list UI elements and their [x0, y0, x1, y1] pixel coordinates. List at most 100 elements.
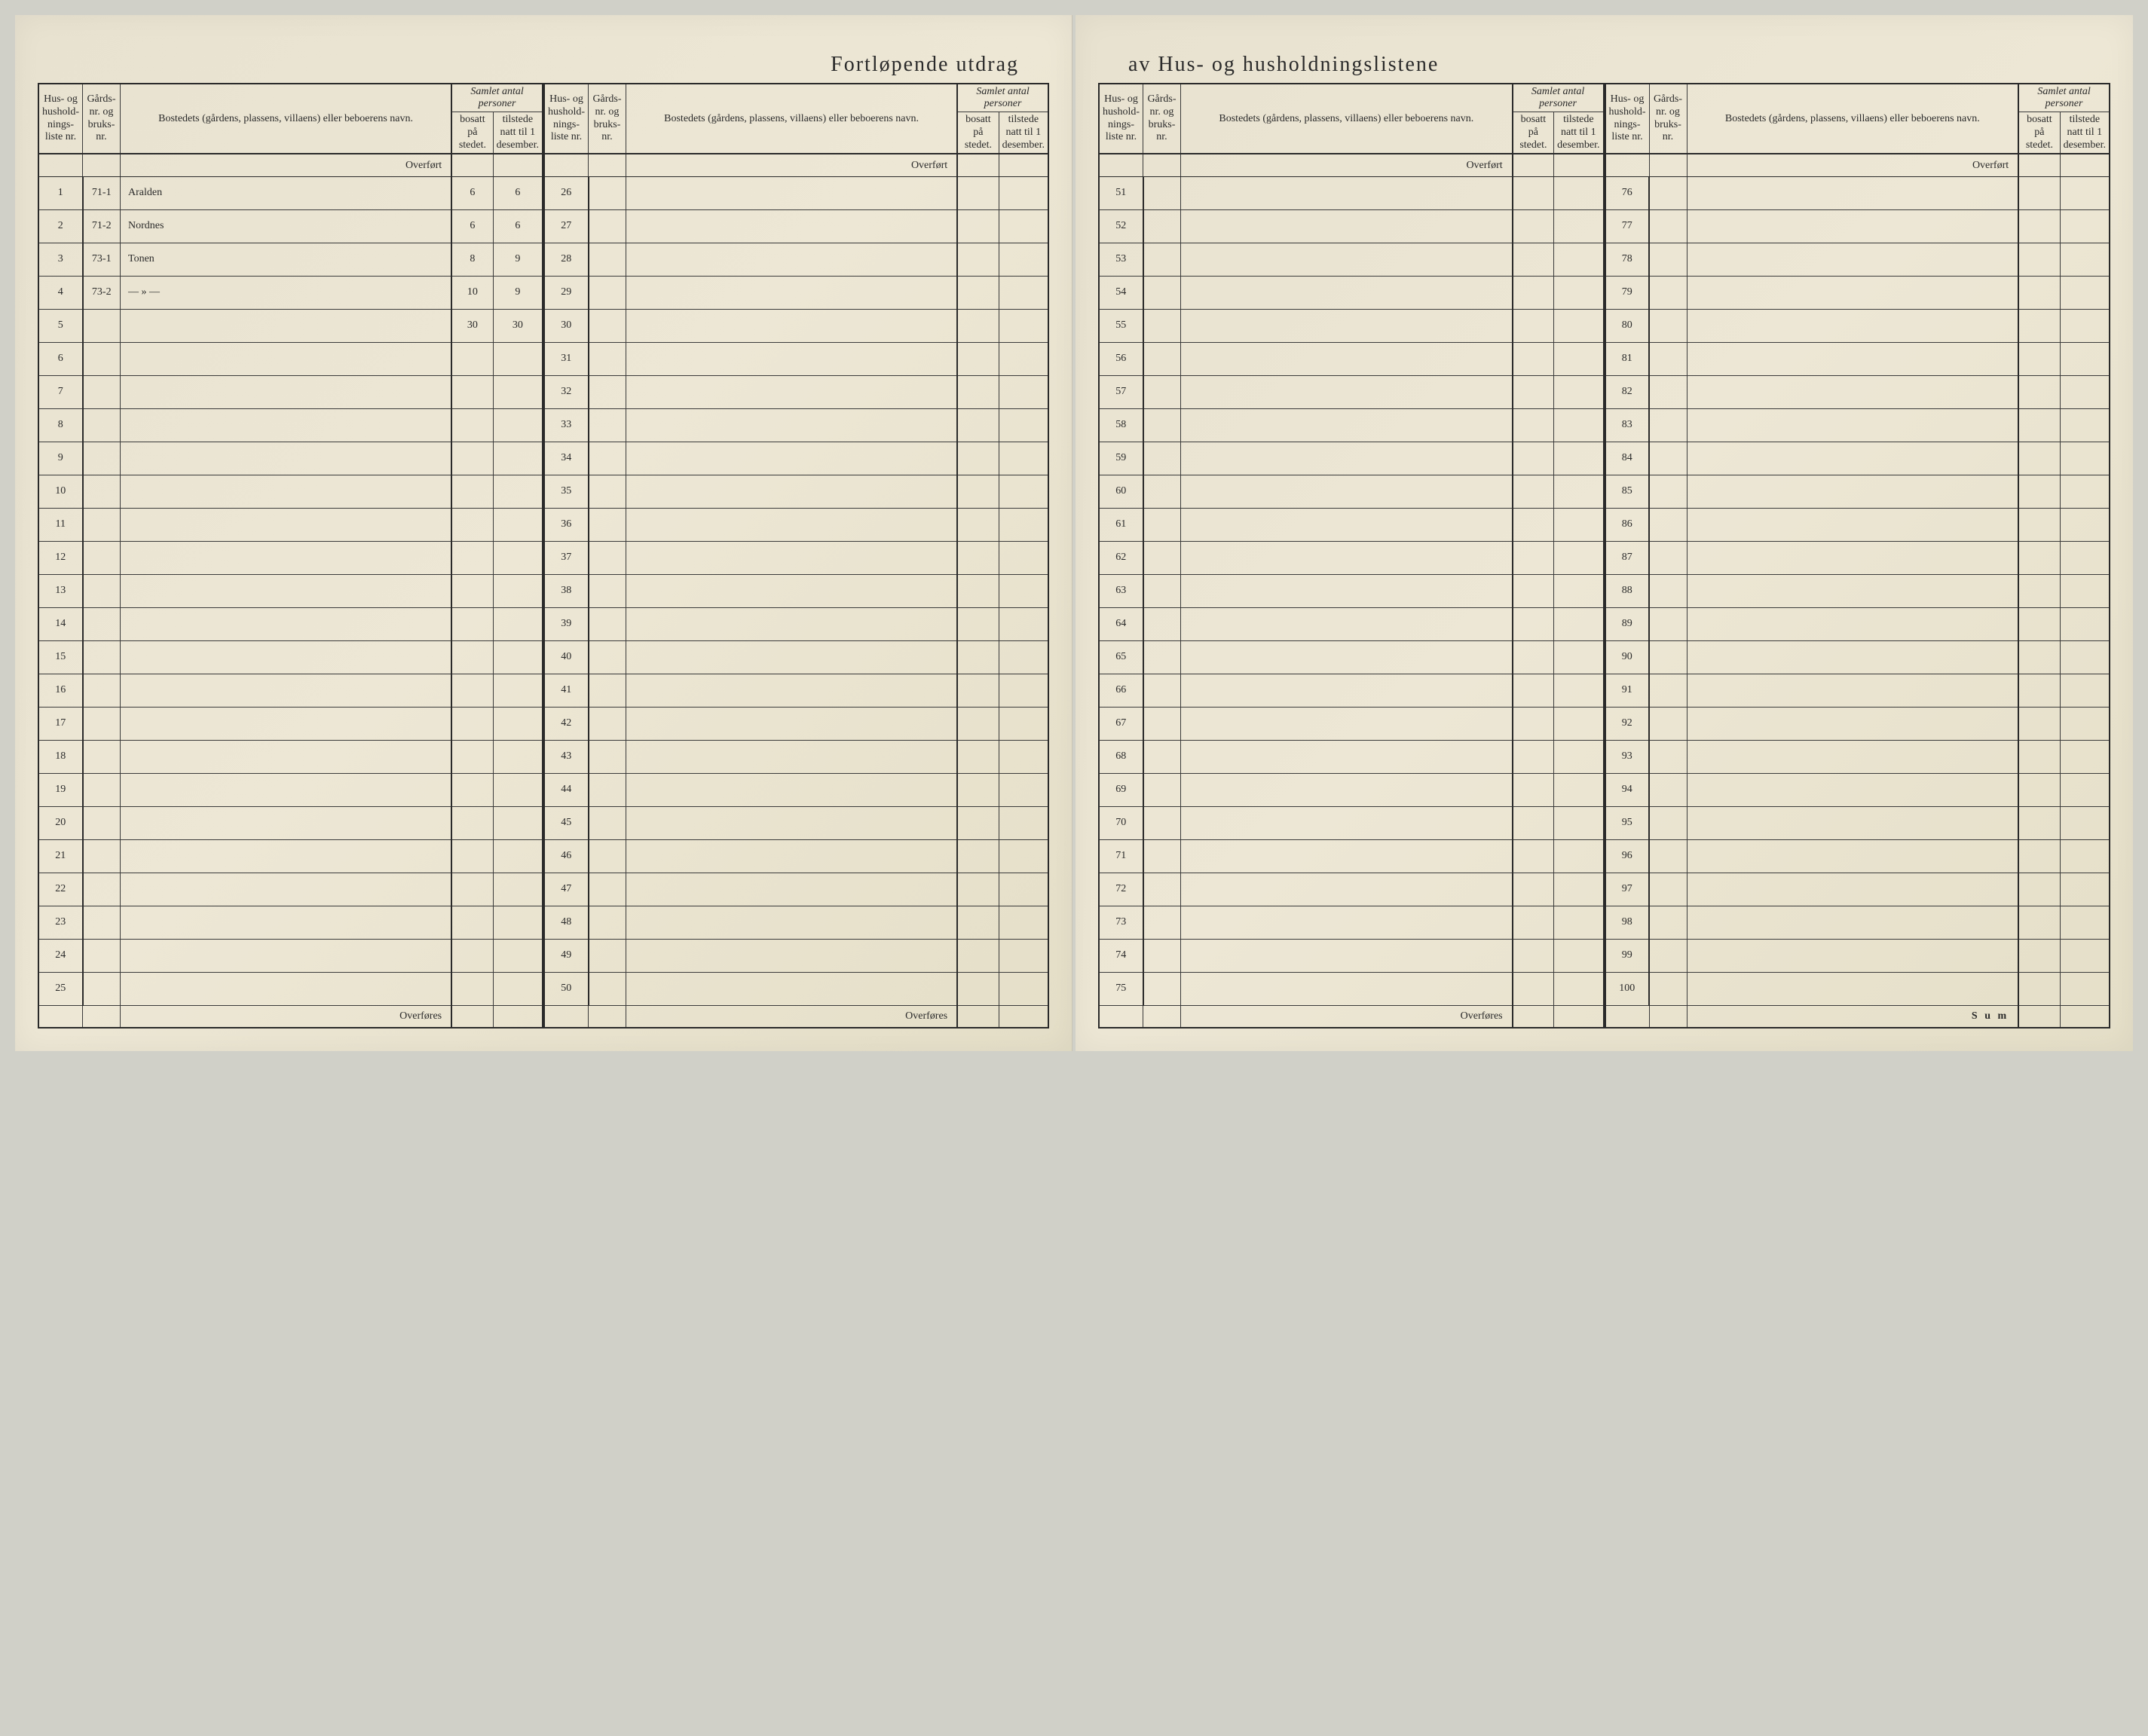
row-number: 90 [1605, 640, 1650, 674]
overfort-label: Overført [1687, 154, 2018, 176]
row-number: 46 [544, 839, 589, 873]
bosatt-cell [2018, 873, 2060, 906]
bosatt-cell [957, 806, 999, 839]
tilstede-cell [999, 773, 1048, 806]
bosatt-cell [2018, 707, 2060, 740]
name-cell [1687, 640, 2018, 674]
hdr-gards: Gårds-nr. og bruks-nr. [589, 84, 626, 154]
row-number: 15 [38, 640, 83, 674]
row-number: 95 [1605, 806, 1650, 839]
name-cell [121, 508, 452, 541]
tilstede-cell [493, 873, 543, 906]
row-number: 83 [1605, 408, 1650, 442]
overfores-label: Overføres [121, 1005, 452, 1028]
gards-cell [1143, 839, 1181, 873]
row-number: 79 [1605, 276, 1650, 309]
row-number: 50 [544, 972, 589, 1005]
tilstede-cell [493, 773, 543, 806]
tilstede-cell [2060, 740, 2110, 773]
row-number: 16 [38, 674, 83, 707]
tilstede-cell [1554, 243, 1604, 276]
left-columns: Hus- og hushold-nings-liste nr. Gårds-nr… [38, 83, 1049, 1028]
bosatt-cell [2018, 475, 2060, 508]
name-cell [1181, 607, 1513, 640]
gards-cell [1143, 442, 1181, 475]
table-row: 37 [544, 541, 1048, 574]
gards-cell [1649, 939, 1687, 972]
bosatt-cell [2018, 375, 2060, 408]
row-number: 69 [1099, 773, 1143, 806]
row-number: 89 [1605, 607, 1650, 640]
table-row: 82 [1605, 375, 2110, 408]
tilstede-cell [493, 806, 543, 839]
row-number: 39 [544, 607, 589, 640]
table-row: 51 [1099, 176, 1604, 209]
overfort-label: Overført [1181, 154, 1513, 176]
table-row: 89 [1605, 607, 2110, 640]
table-row: 94 [1605, 773, 2110, 806]
gards-cell [589, 475, 626, 508]
row-number: 96 [1605, 839, 1650, 873]
table-row: 92 [1605, 707, 2110, 740]
sum-row: S u m [1605, 1005, 2110, 1028]
ledger-table: Hus- og hushold-nings-liste nr. Gårds-nr… [1605, 83, 2111, 1028]
gards-cell [83, 707, 121, 740]
table-row: 42 [544, 707, 1048, 740]
right-columns: Hus- og hushold-nings-liste nr. Gårds-nr… [1098, 83, 2110, 1028]
tilstede-cell [2060, 574, 2110, 607]
bosatt-cell [451, 707, 493, 740]
table-row: 52 [1099, 209, 1604, 243]
name-cell [1687, 309, 2018, 342]
hdr-bosted: Bostedets (gårdens, plassens, villaens) … [1687, 84, 2018, 154]
name-cell [1687, 342, 2018, 375]
gards-cell [1143, 906, 1181, 939]
bosatt-cell [1513, 773, 1554, 806]
tilstede-cell [1554, 408, 1604, 442]
row-number: 68 [1099, 740, 1143, 773]
row-number: 14 [38, 607, 83, 640]
tilstede-cell [2060, 607, 2110, 640]
table-row: 53 [1099, 243, 1604, 276]
bosatt-cell [1513, 873, 1554, 906]
bosatt-cell [451, 607, 493, 640]
table-row: 41 [544, 674, 1048, 707]
name-cell [626, 839, 958, 873]
table-row: 86 [1605, 508, 2110, 541]
table-row: 96 [1605, 839, 2110, 873]
gards-cell [1649, 176, 1687, 209]
gards-cell [1143, 475, 1181, 508]
table-row: 66 [1099, 674, 1604, 707]
table-row: 24 [38, 939, 543, 972]
bosatt-cell [957, 674, 999, 707]
name-cell [121, 773, 452, 806]
name-cell [1181, 906, 1513, 939]
tilstede-cell [999, 342, 1048, 375]
row-number: 52 [1099, 209, 1143, 243]
bosatt-cell [1513, 475, 1554, 508]
overfores-row: Overføres [38, 1005, 543, 1028]
name-cell [1687, 243, 2018, 276]
name-cell [626, 873, 958, 906]
tilstede-cell [2060, 674, 2110, 707]
row-number: 35 [544, 475, 589, 508]
gards-cell [83, 541, 121, 574]
table-row: 47 [544, 873, 1048, 906]
bosatt-cell [957, 873, 999, 906]
row-number: 33 [544, 408, 589, 442]
name-cell [626, 176, 958, 209]
table-row: 17 [38, 707, 543, 740]
bosatt-cell [957, 309, 999, 342]
name-cell [121, 342, 452, 375]
table-row: 4 73-2 — » — 10 9 [38, 276, 543, 309]
row-number: 56 [1099, 342, 1143, 375]
name-cell [121, 972, 452, 1005]
table-row: 80 [1605, 309, 2110, 342]
table-row: 54 [1099, 276, 1604, 309]
tilstede-cell [2060, 906, 2110, 939]
hdr-bosatt: bosatt på stedet. [2018, 112, 2060, 154]
tilstede-cell [493, 640, 543, 674]
tilstede-cell [1554, 209, 1604, 243]
table-row: 5 30 30 [38, 309, 543, 342]
row-number: 43 [544, 740, 589, 773]
row-number: 9 [38, 442, 83, 475]
